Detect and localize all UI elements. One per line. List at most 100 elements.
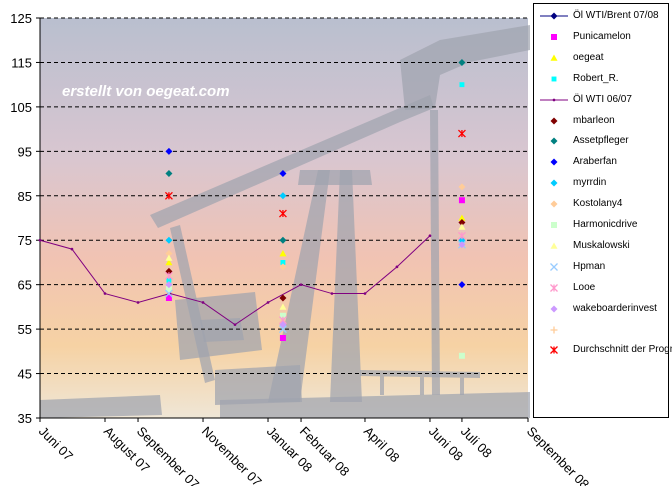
data-point <box>279 263 287 271</box>
data-point <box>458 58 466 66</box>
legend-marker <box>550 346 558 355</box>
data-point <box>165 258 173 266</box>
legend-label: oegeat <box>573 51 604 63</box>
data-point <box>457 129 466 138</box>
legend-marker <box>550 242 558 249</box>
legend-swatch <box>550 54 558 61</box>
data-point <box>103 292 107 295</box>
data-point <box>165 295 172 301</box>
legend-label: mbarleon <box>573 114 615 126</box>
legend-swatch <box>551 222 557 228</box>
data-point <box>165 281 173 289</box>
legend-marker <box>550 12 558 20</box>
legend-label: Durchschnitt der Prognosen <box>573 344 672 356</box>
legend-label: Robert_R. <box>573 72 619 84</box>
data-point <box>363 292 367 295</box>
data-point <box>136 301 140 304</box>
data-point <box>279 294 287 302</box>
data-point <box>458 218 466 226</box>
data-point <box>458 281 466 289</box>
data-point <box>278 325 287 334</box>
data-point <box>280 259 286 265</box>
legend-swatch <box>550 262 558 271</box>
data-point <box>395 265 399 269</box>
legend-label: Araberfan <box>573 156 617 168</box>
plot-background: erstellt von oegeat.com <box>40 18 530 418</box>
legend-swatch <box>540 12 568 20</box>
legend-swatch <box>550 158 558 166</box>
x-tick-label: September 07 <box>134 424 202 486</box>
data-point <box>166 277 172 283</box>
data-point <box>165 286 172 293</box>
x-tick-label: September 08 <box>524 424 592 486</box>
data-point <box>201 301 205 304</box>
data-point <box>459 82 465 88</box>
data-point <box>164 289 173 298</box>
legend-marker <box>550 117 558 124</box>
legend-swatch <box>550 326 558 333</box>
pump-jack-base-right <box>220 392 530 418</box>
y-tick-label: 95 <box>18 144 32 159</box>
legend-label: Looe <box>573 281 596 293</box>
data-point <box>279 321 287 329</box>
data-point <box>330 292 334 295</box>
legend-marker <box>550 200 558 208</box>
legend-marker <box>551 76 557 82</box>
data-point <box>458 214 466 221</box>
data-point <box>38 238 42 242</box>
legend-label: Öl WTI/Brent 07/08 <box>573 10 659 21</box>
watermark-text: erstellt von oegeat.com <box>62 83 230 100</box>
y-tick-label: 115 <box>11 55 32 70</box>
legend-swatch <box>550 117 558 124</box>
x-tick-label: November 07 <box>199 424 265 486</box>
legend-swatch <box>550 179 558 187</box>
data-point <box>279 170 287 178</box>
data-point <box>279 250 287 257</box>
data-point <box>165 147 173 155</box>
axes <box>39 18 528 419</box>
series-markers <box>38 58 466 359</box>
legend-marker <box>550 283 558 292</box>
data-point <box>279 192 287 200</box>
x-tick-label: Juni 08 <box>426 424 466 464</box>
y-axis-tick-labels: 35 45 55 65 75 85 95 105 115 125 <box>10 11 32 426</box>
data-point <box>458 197 465 204</box>
pump-jack-wellhead <box>430 110 440 395</box>
legend-swatch <box>551 33 557 40</box>
data-point <box>458 223 466 230</box>
legend-swatch <box>551 76 557 82</box>
legend-marker <box>550 179 558 187</box>
data-point <box>164 191 173 200</box>
x-tick-label: Juni 07 <box>36 424 76 464</box>
pump-jack-railing <box>360 370 480 395</box>
y-tick-label: 105 <box>10 100 32 115</box>
legend-marker <box>550 326 558 333</box>
gridlines <box>36 17 528 419</box>
pump-jack-base-left <box>40 395 162 418</box>
legend-label: Muskalowski <box>573 239 630 251</box>
legend-label: Hpman <box>573 260 606 272</box>
pump-jack-horsehead <box>400 25 530 110</box>
legend-swatch <box>540 98 568 101</box>
pump-jack-walking-beam-support <box>298 170 372 185</box>
legend-label: wakeboarderinvest <box>573 302 657 314</box>
data-point <box>70 247 74 251</box>
y-tick-label: 35 <box>18 411 32 426</box>
data-point <box>458 352 465 359</box>
y-tick-label: 125 <box>10 11 32 26</box>
pump-jack-beam <box>150 95 434 228</box>
legend-marker <box>550 262 558 271</box>
legend-swatch <box>550 283 558 292</box>
x-tick-label: April 08 <box>361 424 403 466</box>
y-tick-label: 65 <box>18 278 32 293</box>
legend-swatch <box>550 305 558 313</box>
data-point <box>279 303 287 310</box>
data-point <box>233 323 237 327</box>
data-point <box>165 267 173 275</box>
legend-label: Assetpfleger <box>573 135 629 147</box>
data-point <box>279 312 286 319</box>
legend-marker <box>551 33 557 40</box>
legend-label: Öl WTI 06/07 <box>573 93 632 105</box>
